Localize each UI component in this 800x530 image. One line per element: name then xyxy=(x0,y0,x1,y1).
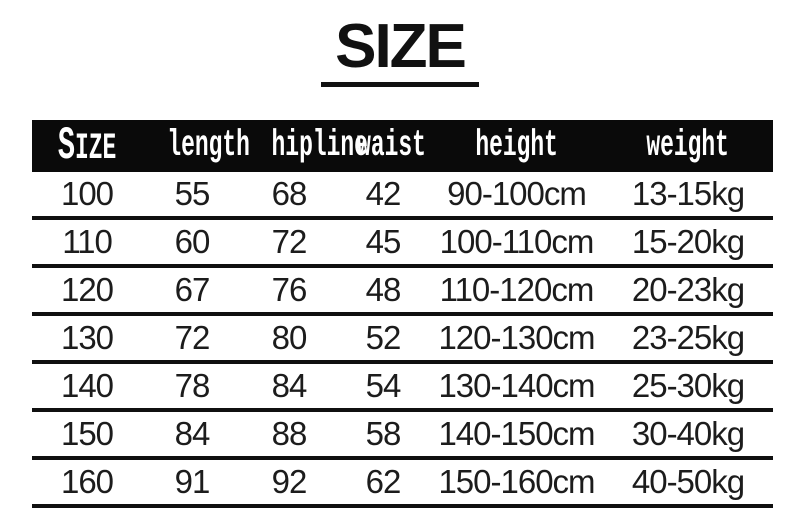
cell-length: 55 xyxy=(142,172,242,220)
cell-height: 110-120cm xyxy=(430,266,603,316)
cell-hipline: 84 xyxy=(242,362,336,412)
cell-height: 130-140cm xyxy=(430,362,603,412)
cell-hipline: 88 xyxy=(242,410,336,460)
cell-size: 120 xyxy=(32,266,142,316)
table-row: 140 78 84 54 130-140cm 25-30kg xyxy=(32,362,773,412)
table-row: 130 72 80 52 120-130cm 23-25kg xyxy=(32,314,773,364)
cell-waist: 62 xyxy=(336,458,430,508)
cell-size: 130 xyxy=(32,314,142,364)
cell-waist: 54 xyxy=(336,362,430,412)
cell-size: 100 xyxy=(32,172,142,220)
table-row: 110 60 72 45 100-110cm 15-20kg xyxy=(32,218,773,268)
table-row: 160 91 92 62 150-160cm 40-50kg xyxy=(32,458,773,508)
table-row: 120 67 76 48 110-120cm 20-23kg xyxy=(32,266,773,316)
cell-size: 160 xyxy=(32,458,142,508)
header-label-size: SIZE xyxy=(57,120,117,172)
cell-waist: 42 xyxy=(336,172,430,220)
cell-hipline: 68 xyxy=(242,172,336,220)
cell-size: 110 xyxy=(32,218,142,268)
table-row: 150 84 88 58 140-150cm 30-40kg xyxy=(32,410,773,460)
cell-waist: 45 xyxy=(336,218,430,268)
page-title: SIZE xyxy=(321,16,479,87)
cell-height: 100-110cm xyxy=(430,218,603,268)
header-label-hipline: hipline xyxy=(271,124,368,167)
cell-hipline: 80 xyxy=(242,314,336,364)
cell-size: 140 xyxy=(32,362,142,412)
cell-length: 72 xyxy=(142,314,242,364)
cell-length: 84 xyxy=(142,410,242,460)
cell-size: 150 xyxy=(32,410,142,460)
table-row: 100 55 68 42 90-100cm 13-15kg xyxy=(32,172,773,220)
title-container: SIZE xyxy=(0,16,800,87)
cell-weight: 30-40kg xyxy=(603,410,773,460)
header-cell-length: length xyxy=(142,120,250,172)
header-cell-weight: weight xyxy=(603,120,773,172)
cell-waist: 58 xyxy=(336,410,430,460)
header-row: SIZE length hipline waist height weight xyxy=(32,120,773,172)
size-table-body: 100 55 68 42 90-100cm 13-15kg 110 60 72 45 100-110… xyxy=(32,172,773,508)
header-cell-waist: waist xyxy=(336,120,430,172)
size-table-header: SIZE length hipline waist height weight xyxy=(32,120,773,172)
cell-waist: 52 xyxy=(336,314,430,364)
cell-waist: 48 xyxy=(336,266,430,316)
header-label-waist: waist xyxy=(357,124,426,167)
cell-height: 120-130cm xyxy=(430,314,603,364)
cell-height: 90-100cm xyxy=(430,172,603,220)
cell-hipline: 92 xyxy=(242,458,336,508)
cell-weight: 20-23kg xyxy=(603,266,773,316)
cell-height: 150-160cm xyxy=(430,458,603,508)
size-table: SIZE length hipline waist height weight 100 55… xyxy=(32,120,773,508)
header-cell-size: SIZE xyxy=(32,120,142,172)
header-cell-height: height xyxy=(430,120,603,172)
cell-weight: 13-15kg xyxy=(603,172,773,220)
cell-length: 67 xyxy=(142,266,242,316)
cell-hipline: 76 xyxy=(242,266,336,316)
cell-weight: 40-50kg xyxy=(603,458,773,508)
cell-length: 78 xyxy=(142,362,242,412)
cell-weight: 15-20kg xyxy=(603,218,773,268)
header-cell-hipline: hipline xyxy=(242,120,368,172)
header-label-weight: weight xyxy=(646,124,730,167)
cell-length: 91 xyxy=(142,458,242,508)
cell-length: 60 xyxy=(142,218,242,268)
cell-weight: 23-25kg xyxy=(603,314,773,364)
header-label-length: length xyxy=(167,124,250,167)
header-label-height: height xyxy=(475,124,558,167)
cell-weight: 25-30kg xyxy=(603,362,773,412)
cell-hipline: 72 xyxy=(242,218,336,268)
cell-height: 140-150cm xyxy=(430,410,603,460)
